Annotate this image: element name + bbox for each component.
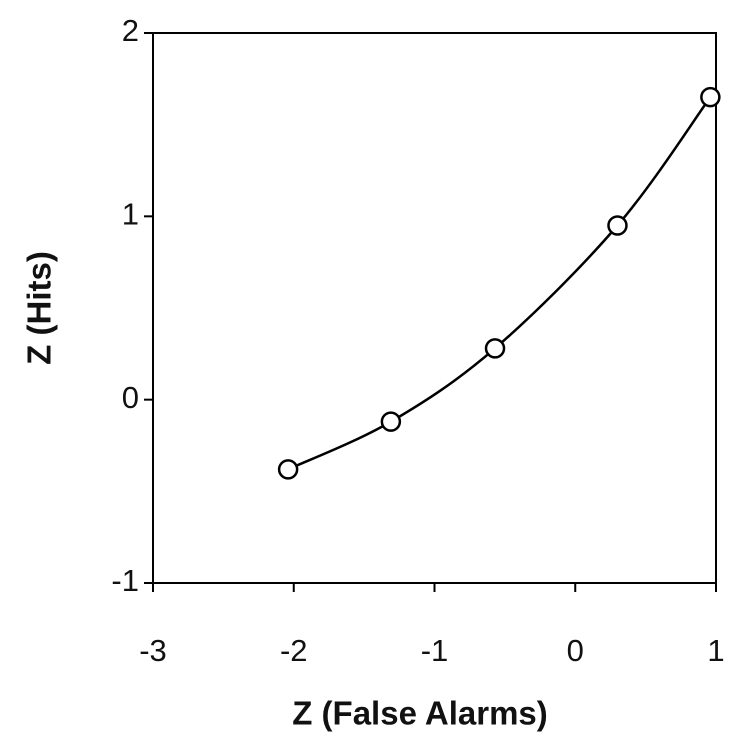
marker: [277, 459, 299, 480]
x-tick-label: 1: [707, 633, 724, 668]
y-tick-label: 0: [122, 380, 139, 415]
marker: [484, 338, 506, 359]
plot-frame: [152, 32, 717, 584]
x-tick-label: -3: [139, 633, 167, 668]
y-tick-label: -1: [111, 563, 139, 598]
marker: [700, 86, 721, 108]
line: [287, 96, 712, 471]
y-tick-label: 2: [122, 13, 139, 48]
x-tick-label: 0: [567, 633, 584, 668]
marker: [607, 215, 628, 236]
y-axis-title: Z (Hits): [21, 251, 58, 365]
x-axis-title: Z (False Alarms): [292, 695, 548, 732]
marker: [380, 411, 402, 432]
x-tick-label: -2: [280, 633, 308, 668]
x-tick-label: -1: [421, 633, 449, 668]
y-tick-label: 1: [122, 197, 139, 232]
